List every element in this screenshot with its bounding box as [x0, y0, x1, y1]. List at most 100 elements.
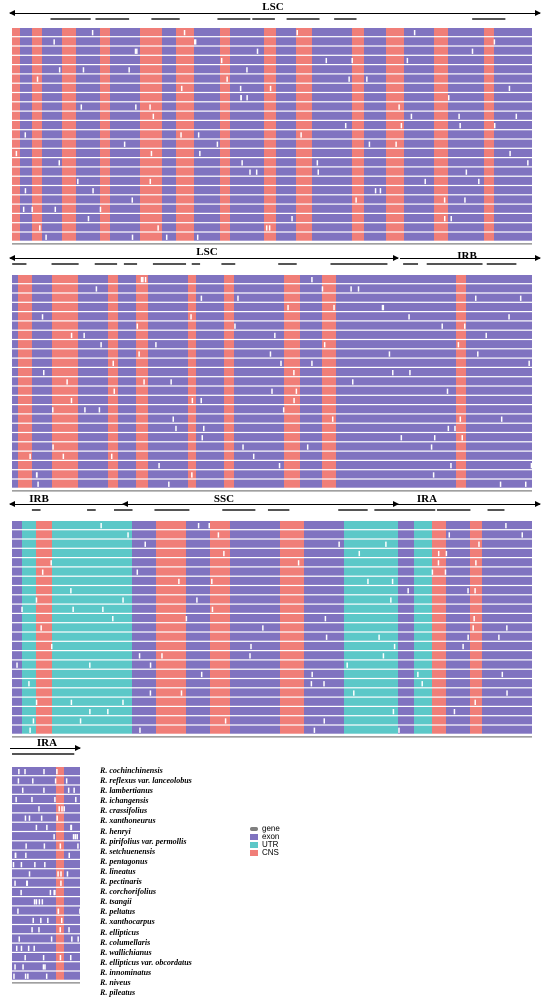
divergence-mark [220, 57, 223, 64]
alignment-block [52, 716, 72, 725]
alignment-block [196, 377, 224, 386]
alignment-block [230, 186, 264, 195]
alignment-block [448, 37, 484, 46]
alignment-block [18, 340, 32, 349]
alignment-block [280, 530, 304, 539]
alignment-block [188, 275, 196, 284]
alignment-block [32, 470, 52, 479]
alignment-block [304, 688, 344, 697]
divergence-mark [110, 453, 113, 459]
alignment-block [434, 121, 448, 130]
alignment-block [210, 632, 230, 641]
alignment-block [62, 158, 76, 167]
alignment-block [466, 302, 486, 311]
alignment-block [56, 971, 64, 980]
divergence-mark [237, 295, 239, 301]
alignment-block [300, 442, 322, 451]
region-label-irb-2: IRB [457, 250, 477, 262]
alignment-block [220, 176, 230, 185]
gene-arrow [256, 18, 271, 20]
alignment-block [230, 716, 280, 725]
alignment-block [296, 148, 312, 157]
alignment-block [434, 232, 448, 241]
alignment-block [434, 223, 448, 232]
alignment-block [296, 204, 312, 213]
alignment-block [312, 176, 352, 185]
alignment-block [162, 28, 176, 37]
alignment-block [224, 284, 234, 293]
alignment-block [448, 148, 484, 157]
alignment-block [110, 46, 140, 55]
alignment-block [12, 479, 18, 488]
divergence-mark [28, 815, 31, 821]
alignment-block [62, 111, 76, 120]
alignment-block [176, 55, 194, 64]
alignment-block [336, 293, 456, 302]
gene-arrow [222, 509, 250, 511]
alignment-block [364, 158, 386, 167]
alignment-block [352, 121, 364, 130]
alignment-block [62, 176, 76, 185]
alignment-block [12, 55, 20, 64]
alignment-block [136, 386, 148, 395]
alignment-block [72, 576, 132, 585]
gene-arrow [221, 263, 236, 265]
alignment-block [280, 725, 304, 734]
alignment-block [196, 461, 224, 470]
alignment-block [336, 405, 456, 414]
alignment-block [312, 111, 352, 120]
alignment-block [42, 195, 62, 204]
alignment-block [148, 340, 188, 349]
alignment-block [18, 414, 32, 423]
alignment-block [466, 451, 486, 460]
divergence-mark [77, 178, 79, 185]
alignment-block [404, 176, 434, 185]
alignment-block [398, 614, 414, 623]
alignment-block [110, 158, 140, 167]
alignment-block [22, 623, 36, 632]
divergence-mark [459, 123, 461, 129]
alignment-block [132, 595, 156, 604]
divergence-mark [35, 699, 38, 705]
alignment-block [12, 74, 20, 83]
alignment-block [12, 586, 22, 595]
alignment-block [466, 349, 486, 358]
alignment-block [72, 697, 132, 706]
divergence-mark [68, 852, 70, 858]
alignment-block [22, 641, 36, 650]
gene-arrow [151, 18, 180, 20]
alignment-block [136, 442, 148, 451]
alignment-block [230, 697, 280, 706]
alignment-block [52, 567, 72, 576]
alignment-block [280, 604, 304, 613]
alignment-block [148, 293, 188, 302]
alignment-block [176, 232, 194, 241]
alignment-block [264, 121, 276, 130]
gene-arrow [300, 18, 320, 20]
divergence-mark [501, 671, 504, 678]
alignment-block [156, 707, 186, 716]
region-arrow-lsc-top [9, 10, 541, 16]
alignment-block [398, 669, 414, 678]
gene-arrow [341, 18, 357, 20]
alignment-block [404, 46, 434, 55]
alignment-block [234, 470, 284, 479]
alignment-block [100, 139, 110, 148]
alignment-block [456, 423, 466, 432]
alignment-block [32, 386, 52, 395]
divergence-mark [473, 616, 475, 622]
alignment-block [148, 349, 188, 358]
alignment-block [20, 232, 32, 241]
region-label-lsc-top: LSC [262, 1, 284, 13]
alignment-block [210, 660, 230, 669]
alignment-block [300, 461, 322, 470]
alignment-block [300, 302, 322, 311]
alignment-block [404, 167, 434, 176]
alignment-block [42, 83, 62, 92]
alignment-block [186, 632, 210, 641]
alignment-block [434, 55, 448, 64]
alignment-block [234, 433, 284, 442]
divergence-mark [180, 132, 182, 138]
alignment-block [352, 130, 364, 139]
divergence-mark [506, 625, 508, 631]
